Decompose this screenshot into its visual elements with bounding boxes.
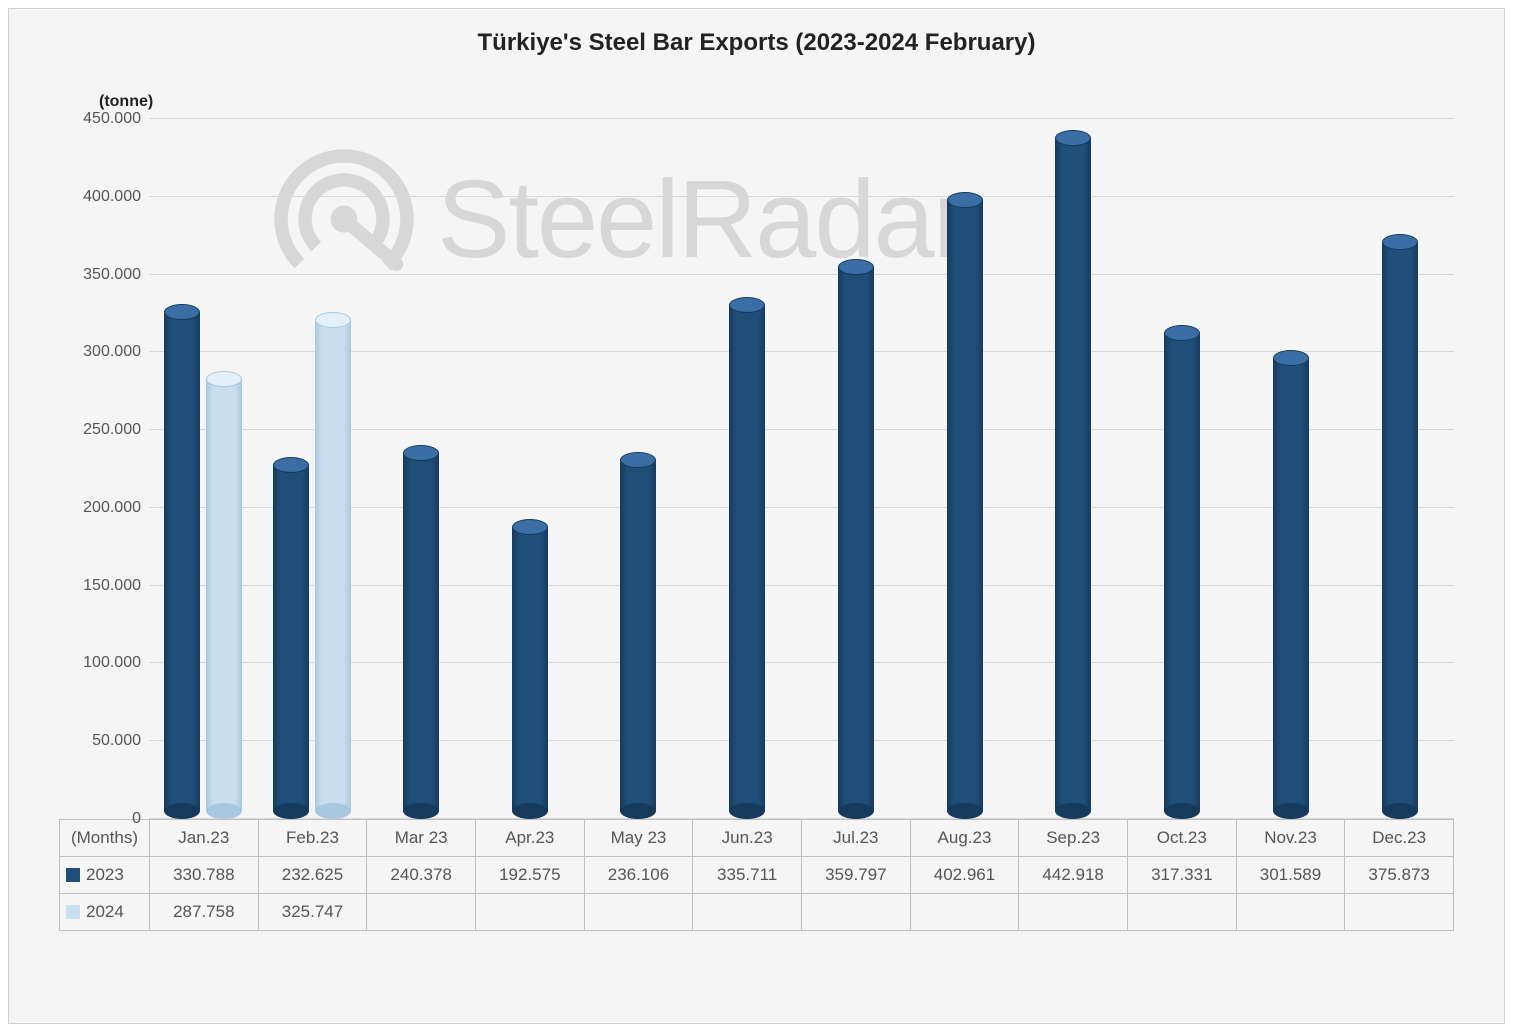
table-cell: [476, 894, 585, 931]
month-header: Feb.23: [259, 820, 368, 857]
y-tick-label: 200.000: [83, 499, 141, 517]
month-column: [693, 119, 802, 819]
month-column: [1237, 119, 1346, 819]
month-column: [584, 119, 693, 819]
month-column: [802, 119, 911, 819]
bar-2023: [1382, 234, 1418, 819]
month-header: Nov.23: [1237, 820, 1346, 857]
table-cell: 301.589: [1237, 857, 1346, 894]
bar-2023: [164, 304, 200, 819]
table-cell: [585, 894, 694, 931]
month-header: Oct.23: [1128, 820, 1237, 857]
chart-container: Türkiye's Steel Bar Exports (2023-2024 F…: [8, 8, 1505, 1024]
legend-label: 2023: [86, 865, 124, 885]
bar-2024: [315, 312, 351, 819]
y-tick-label: 300.000: [83, 343, 141, 361]
table-cell: [693, 894, 802, 931]
table-cell: 359.797: [802, 857, 911, 894]
y-tick-label: 450.000: [83, 110, 141, 128]
table-cell: [1128, 894, 1237, 931]
month-column: [258, 119, 367, 819]
table-cell: 287.758: [150, 894, 259, 931]
bar-2023: [512, 519, 548, 819]
table-cell: [911, 894, 1020, 931]
table-cell: [1237, 894, 1346, 931]
table-cell: 375.873: [1345, 857, 1454, 894]
bar-2023: [947, 192, 983, 819]
table-cell: 330.788: [150, 857, 259, 894]
y-axis-label: (tonne): [99, 93, 1474, 111]
table-cell: [367, 894, 476, 931]
legend-swatch-icon: [66, 905, 80, 919]
month-header: Jun.23: [693, 820, 802, 857]
y-tick-label: 150.000: [83, 577, 141, 595]
y-tick-label: 350.000: [83, 266, 141, 284]
y-tick-label: 50.000: [92, 732, 141, 750]
month-header: Mar 23: [367, 820, 476, 857]
y-axis: 050.000100.000150.000200.000250.000300.0…: [59, 119, 149, 819]
table-cell: [802, 894, 911, 931]
month-header: Jul.23: [802, 820, 911, 857]
y-tick-label: 0: [132, 810, 141, 828]
table-cell: 402.961: [911, 857, 1020, 894]
bar-2023: [1164, 325, 1200, 819]
plot-area: SteelRadar: [149, 119, 1454, 819]
month-column: [367, 119, 476, 819]
table-cell: 232.625: [259, 857, 368, 894]
table-cell: 236.106: [585, 857, 694, 894]
y-tick-label: 100.000: [83, 654, 141, 672]
bar-2023: [1273, 350, 1309, 819]
table-cell: [1345, 894, 1454, 931]
month-column: [1019, 119, 1128, 819]
month-header: May 23: [585, 820, 694, 857]
y-tick-label: 250.000: [83, 421, 141, 439]
month-column: [910, 119, 1019, 819]
month-header: Jan.23: [150, 820, 259, 857]
table-cell: 240.378: [367, 857, 476, 894]
table-cell: 442.918: [1019, 857, 1128, 894]
table-cell: 192.575: [476, 857, 585, 894]
bars-row: [149, 119, 1454, 819]
bar-2023: [620, 452, 656, 819]
data-table: (Months)Jan.23Feb.23Mar 23Apr.23May 23Ju…: [59, 819, 1454, 931]
table-cell: 325.747: [259, 894, 368, 931]
bar-2023: [1055, 130, 1091, 819]
month-column: [1345, 119, 1454, 819]
month-column: [475, 119, 584, 819]
month-header: Aug.23: [911, 820, 1020, 857]
table-cell: [1019, 894, 1128, 931]
y-tick-label: 400.000: [83, 188, 141, 206]
legend-2023: 2023: [60, 857, 150, 894]
plot-area-wrap: 050.000100.000150.000200.000250.000300.0…: [59, 119, 1454, 819]
table-cell: 335.711: [693, 857, 802, 894]
chart-title: Türkiye's Steel Bar Exports (2023-2024 F…: [39, 29, 1474, 57]
bar-2024: [206, 371, 242, 819]
legend-swatch-icon: [66, 868, 80, 882]
bar-2023: [273, 457, 309, 819]
month-header: Dec.23: [1345, 820, 1454, 857]
month-column: [149, 119, 258, 819]
month-header: Apr.23: [476, 820, 585, 857]
bar-2023: [729, 297, 765, 819]
bar-2023: [403, 445, 439, 819]
legend-2024: 2024: [60, 894, 150, 931]
month-header: Sep.23: [1019, 820, 1128, 857]
month-column: [1128, 119, 1237, 819]
legend-label: 2024: [86, 902, 124, 922]
table-cell: 317.331: [1128, 857, 1237, 894]
bar-2023: [838, 259, 874, 819]
